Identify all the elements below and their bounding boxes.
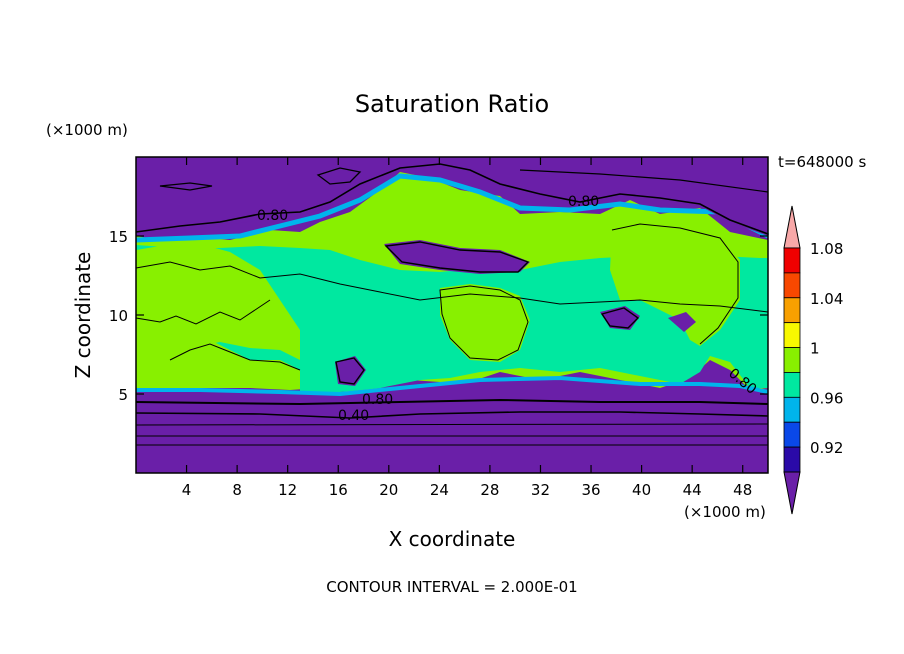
footer-contour-interval: CONTOUR INTERVAL = 2.000E-01 (326, 578, 577, 596)
colorbar-swatch (783, 322, 801, 348)
contour-label: 0.80 (362, 392, 393, 408)
y-unit-label: (×1000 m) (46, 121, 128, 139)
colorbar-swatch (783, 421, 801, 448)
y-axis-label: Z coordinate (71, 252, 95, 379)
x-tick-label: 32 (531, 481, 550, 499)
colorbar-swatch (783, 347, 801, 373)
colorbar-swatch (783, 272, 801, 299)
colorbar-label: 1.04 (810, 290, 843, 308)
x-tick-label: 20 (379, 481, 398, 499)
field-dry-pocket-4 (668, 312, 696, 332)
colorbar-label: 1.08 (810, 240, 843, 258)
x-tick-label: 24 (430, 481, 449, 499)
contour-label: 0.40 (338, 408, 369, 424)
x-tick-label: 8 (232, 481, 242, 499)
contour-lines (135, 163, 769, 446)
colorbar-label: 0.92 (810, 439, 843, 457)
colorbar-bottom-arrow (783, 471, 801, 515)
colorbar-label: 0.96 (810, 389, 843, 407)
colorbar-label: 1 (810, 340, 820, 358)
y-tick-label: 5 (118, 386, 128, 404)
colorbar-top-arrow (783, 205, 801, 249)
plot-area (135, 157, 770, 473)
colorbar-swatch (783, 446, 801, 473)
colorbar-swatch (783, 297, 801, 324)
field-plume-right (610, 222, 740, 346)
x-tick-label: 36 (581, 481, 600, 499)
x-tick-label: 28 (480, 481, 499, 499)
y-tick-label: 15 (109, 228, 128, 246)
field-plume-left (136, 244, 300, 388)
y-tick-label: 10 (109, 307, 128, 325)
x-tick-label: 4 (182, 481, 192, 499)
x-axis: 4 8 12 16 20 24 28 32 36 40 44 48 (182, 157, 752, 499)
field-band-edge-bottom (136, 375, 769, 397)
y-axis: 5 10 15 (109, 228, 768, 404)
time-label: t=648000 s (778, 153, 866, 171)
chart-title: Saturation Ratio (355, 90, 549, 118)
contour-label: 0.80 (568, 194, 599, 210)
x-tick-label: 16 (329, 481, 348, 499)
colorbar-swatch (783, 247, 801, 274)
x-axis-label: X coordinate (389, 527, 516, 551)
contour-label: 0.80 (257, 208, 288, 224)
x-tick-label: 40 (632, 481, 651, 499)
x-tick-label: 44 (683, 481, 702, 499)
colorbar-swatch (783, 372, 801, 398)
field-plume-center (440, 284, 530, 362)
field-upper-layer (136, 157, 768, 236)
x-tick-label: 48 (733, 481, 752, 499)
x-tick-label: 12 (278, 481, 297, 499)
field-band-edge-top (135, 173, 770, 243)
colorbar: 0.92 0.96 1 1.04 1.08 (783, 205, 843, 515)
x-unit-label: (×1000 m) (684, 503, 766, 521)
colorbar-swatch (783, 396, 801, 423)
